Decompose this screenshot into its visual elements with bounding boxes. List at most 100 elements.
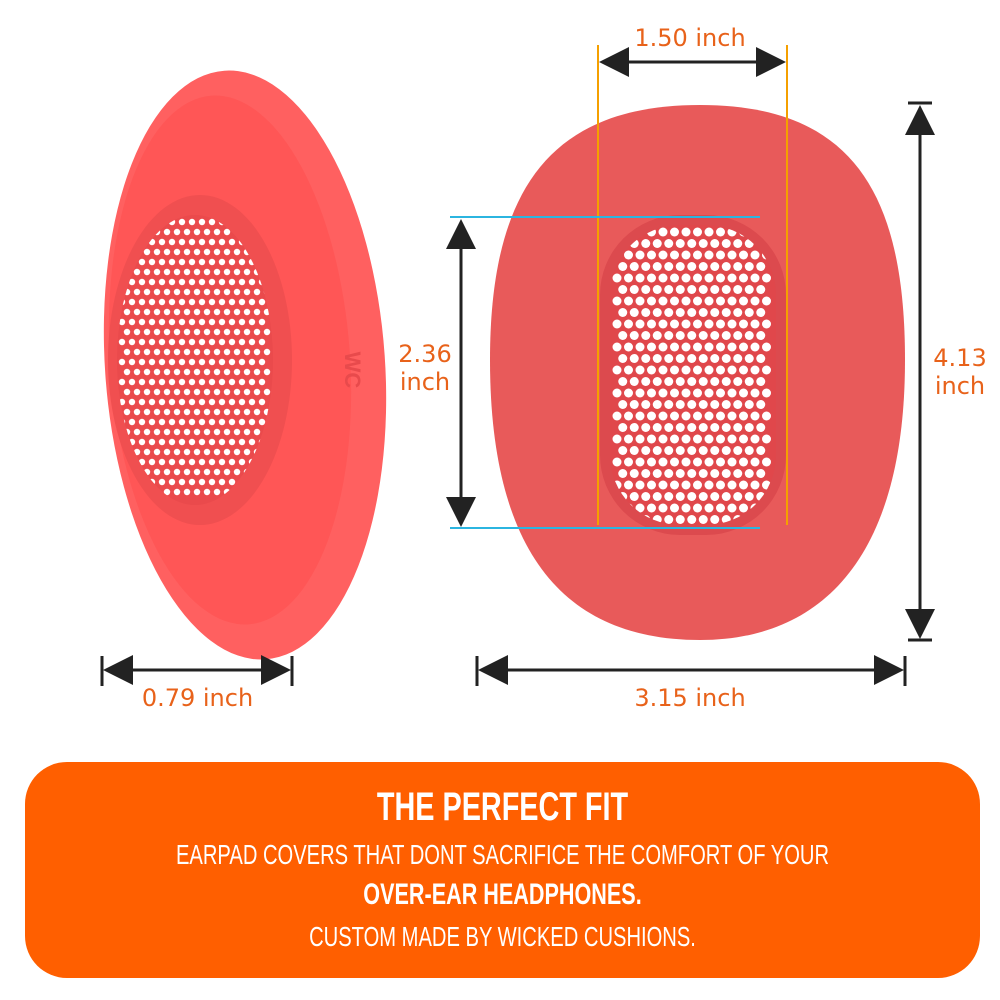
mesh-hole [618,400,628,409]
mesh-hole [228,318,236,326]
mesh-hole [188,258,196,266]
mesh-hole [178,338,186,346]
mesh-hole [721,446,731,455]
mesh-hole [675,239,685,248]
mesh-hole [658,457,668,467]
mesh-hole [658,411,668,421]
mesh-hole [658,342,668,352]
mesh-hole [652,423,662,432]
mesh-hole [698,308,708,317]
mesh-hole [178,278,186,286]
mesh-hole [218,418,226,426]
mesh-hole [675,354,685,363]
mesh-hole [143,348,151,356]
mesh-hole [213,328,221,336]
mesh-hole [228,458,236,466]
mesh-hole [153,328,161,336]
mesh-hole [173,328,181,336]
mesh-hole [228,338,236,346]
mesh-hole [704,296,714,306]
mesh-hole [652,239,662,248]
mesh-hole [223,448,231,456]
mesh-hole [739,273,748,283]
mesh-hole [739,296,748,306]
mesh-hole [248,318,256,326]
mesh-hole [198,238,206,246]
mesh-hole [727,388,737,398]
mesh-hole [739,250,748,260]
mesh-hole [223,408,231,416]
mesh-hole [664,423,674,432]
mesh-hole [173,468,181,476]
mesh-hole [163,348,171,356]
mesh-hole [652,469,662,478]
mesh-hole [163,428,171,436]
mesh-hole [618,331,628,340]
mesh-hole [693,411,702,421]
mesh-hole [208,338,216,346]
mesh-hole [664,400,674,409]
mesh-hole [635,273,645,283]
mesh-hole [183,448,191,456]
mesh-hole [158,338,166,346]
right-earpad-front-view [490,105,905,640]
mesh-hole [681,480,691,490]
mesh-hole [693,434,702,444]
mesh-hole [213,468,221,476]
mesh-hole [704,457,714,467]
mesh-hole [213,268,221,276]
mesh-hole [213,348,221,356]
mesh-hole [173,248,181,256]
mesh-hole [223,348,231,356]
mesh-hole [183,428,191,436]
mesh-hole [721,285,731,294]
mesh-hole [123,368,131,376]
mesh-hole [173,308,181,316]
mesh-hole [750,273,760,283]
mesh-hole [218,258,226,266]
mesh-hole [183,368,191,376]
mesh-hole [612,411,622,421]
mesh-hole [710,446,720,455]
mesh-hole [652,262,662,271]
mesh-hole [687,285,697,294]
mesh-hole [618,262,628,271]
mesh-hole [168,318,176,326]
mesh-hole [133,368,141,376]
mesh-hole [193,268,201,276]
mesh-hole [228,258,236,266]
mesh-hole [243,328,251,336]
mesh-hole [670,434,679,444]
mesh-hole [670,365,679,375]
mesh-hole [641,446,651,455]
mesh-hole [163,288,171,296]
mesh-hole [188,418,196,426]
mesh-hole [687,492,697,501]
mesh-hole [248,298,256,306]
mesh-hole [158,258,166,266]
mesh-hole [675,308,685,317]
mesh-hole [750,411,760,421]
mesh-hole [133,268,141,276]
mesh-hole [223,228,231,236]
mesh-hole [163,488,171,496]
mesh-hole [750,296,760,306]
mesh-hole [238,378,246,386]
mesh-hole [727,365,737,375]
mesh-hole [118,378,126,386]
height-unit: inch [934,372,986,400]
mesh-hole [670,250,679,260]
mesh-hole [762,411,771,421]
mesh-hole [727,319,737,329]
mesh-hole [253,328,261,336]
mesh-hole [183,348,191,356]
mesh-hole [188,318,196,326]
mesh-hole [198,478,206,486]
mesh-hole [133,308,141,316]
mesh-hole [203,228,211,236]
mesh-hole [163,388,171,396]
mesh-hole [750,365,760,375]
mesh-hole [238,418,246,426]
mesh-hole [203,288,211,296]
mesh-hole [612,457,622,467]
